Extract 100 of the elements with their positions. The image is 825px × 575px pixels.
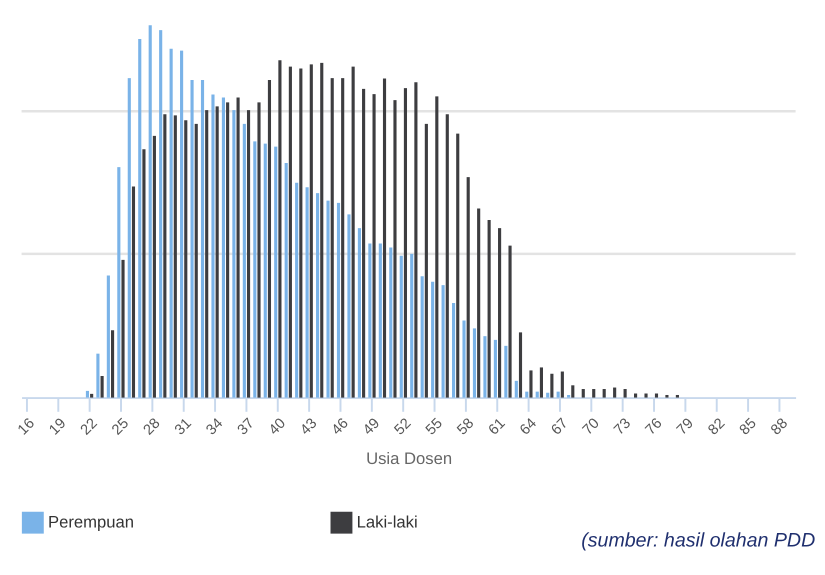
bar [295,182,298,398]
x-tick-label: 16 [15,416,38,438]
text: (sumber: hasil olahan PDD [581,530,816,552]
bar [299,68,302,398]
x-tick-label: 49 [360,416,384,438]
bar [472,328,476,398]
bar [180,50,184,398]
x-tick-label: 43 [297,416,320,438]
bar [142,149,146,398]
bar [316,193,320,398]
bar [232,110,236,398]
bar [352,66,355,398]
bar [508,246,512,398]
bar [536,392,539,398]
bar [582,389,585,398]
bar [540,367,543,398]
bar [117,167,120,398]
bar [132,186,136,398]
x-tick-label: 22 [78,416,101,438]
bar [347,214,351,398]
bar [514,380,518,398]
bar [665,394,669,398]
x-tick-label: 82 [705,416,728,438]
bar [284,163,288,398]
bar [400,256,403,398]
x-tick-label: 19 [46,416,70,438]
x-tick-label: 67 [548,416,572,438]
bar [556,392,560,398]
bar [330,78,334,398]
bar [494,340,497,398]
bar [274,146,278,398]
bar [174,115,177,398]
bar [446,114,449,398]
bar [624,389,627,398]
bar [372,94,376,398]
bar [393,100,397,398]
bar [466,177,470,398]
bar [592,389,596,398]
bar [205,110,208,398]
bar [382,78,386,398]
bar [159,30,162,398]
bar [226,102,230,398]
bar [389,248,392,398]
bar [306,187,309,398]
bar [100,376,104,398]
bar [431,282,434,398]
bar [550,374,554,398]
bar [194,124,198,398]
bar [110,330,114,398]
bar [246,110,250,398]
bar [452,303,456,398]
bar [504,346,508,398]
bar [268,80,272,398]
bar [435,96,438,398]
x-tick-label: 73 [611,416,634,438]
x-tick-label: 28 [140,416,164,438]
x-tick-label: 58 [454,416,478,438]
x-tick-label: 79 [674,416,697,438]
bar [216,106,219,398]
bar [163,114,166,398]
bar [341,78,344,398]
bar [358,228,361,398]
bar [200,80,204,398]
bar [336,202,340,398]
legend-label: Perempuan [48,512,134,532]
legend-label: Laki-laki [356,512,418,532]
x-tick-label: 31 [172,416,195,438]
bar [310,64,313,398]
x-tick-label: 52 [392,416,414,438]
bar [525,392,528,398]
bar [644,393,648,398]
x-tick-label: 76 [642,416,666,438]
bar [477,208,480,398]
bar [86,390,90,398]
x-tick-label: 70 [580,416,603,438]
bar [424,124,428,398]
bar [676,394,679,398]
bar [420,276,424,398]
x-tick-label: 34 [203,416,226,438]
bar [498,228,502,398]
bar [571,385,574,398]
bar [278,60,282,398]
bar [410,254,414,398]
bar [414,82,418,398]
bar [362,88,366,398]
bar [138,39,142,398]
bar [211,94,215,398]
x-tick-label: 88 [768,416,792,438]
bar [236,97,240,398]
bar [222,97,226,398]
bar [184,120,188,398]
x-tick-label: 85 [736,416,760,438]
bar [378,243,382,398]
bar [560,372,564,398]
bar [488,220,491,398]
bar [368,243,372,398]
bar [602,389,606,398]
x-tick-label: 40 [266,416,289,438]
bar [613,388,616,398]
bar [518,332,522,398]
